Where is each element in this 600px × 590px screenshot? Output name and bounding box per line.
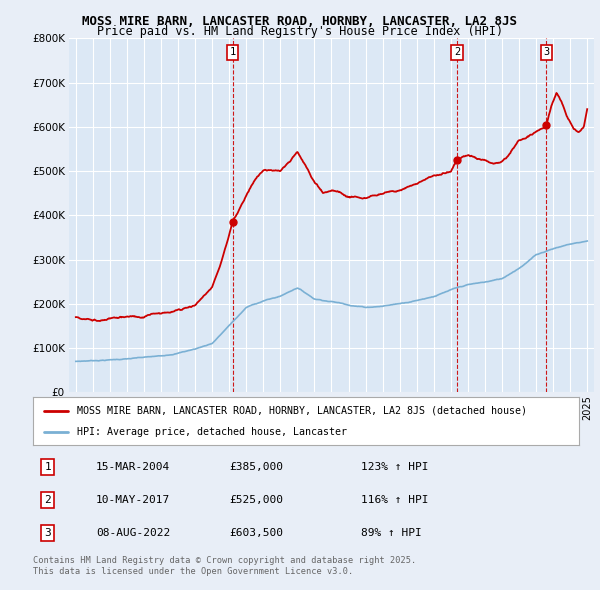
Text: 3: 3	[543, 47, 550, 57]
Text: £385,000: £385,000	[230, 462, 284, 472]
Text: 116% ↑ HPI: 116% ↑ HPI	[361, 495, 428, 505]
Text: HPI: Average price, detached house, Lancaster: HPI: Average price, detached house, Lanc…	[77, 427, 347, 437]
Text: 10-MAY-2017: 10-MAY-2017	[96, 495, 170, 505]
Text: £603,500: £603,500	[230, 528, 284, 538]
Text: 1: 1	[230, 47, 236, 57]
Text: MOSS MIRE BARN, LANCASTER ROAD, HORNBY, LANCASTER, LA2 8JS (detached house): MOSS MIRE BARN, LANCASTER ROAD, HORNBY, …	[77, 405, 527, 415]
Text: MOSS MIRE BARN, LANCASTER ROAD, HORNBY, LANCASTER, LA2 8JS: MOSS MIRE BARN, LANCASTER ROAD, HORNBY, …	[83, 15, 517, 28]
Text: Contains HM Land Registry data © Crown copyright and database right 2025.
This d: Contains HM Land Registry data © Crown c…	[33, 556, 416, 576]
Text: Price paid vs. HM Land Registry's House Price Index (HPI): Price paid vs. HM Land Registry's House …	[97, 25, 503, 38]
Text: 2: 2	[44, 495, 51, 505]
Text: 3: 3	[44, 528, 51, 538]
Text: 08-AUG-2022: 08-AUG-2022	[96, 528, 170, 538]
Text: £525,000: £525,000	[230, 495, 284, 505]
Text: 123% ↑ HPI: 123% ↑ HPI	[361, 462, 428, 472]
Text: 1: 1	[44, 462, 51, 472]
Text: 2: 2	[454, 47, 460, 57]
Text: 15-MAR-2004: 15-MAR-2004	[96, 462, 170, 472]
Text: 89% ↑ HPI: 89% ↑ HPI	[361, 528, 421, 538]
